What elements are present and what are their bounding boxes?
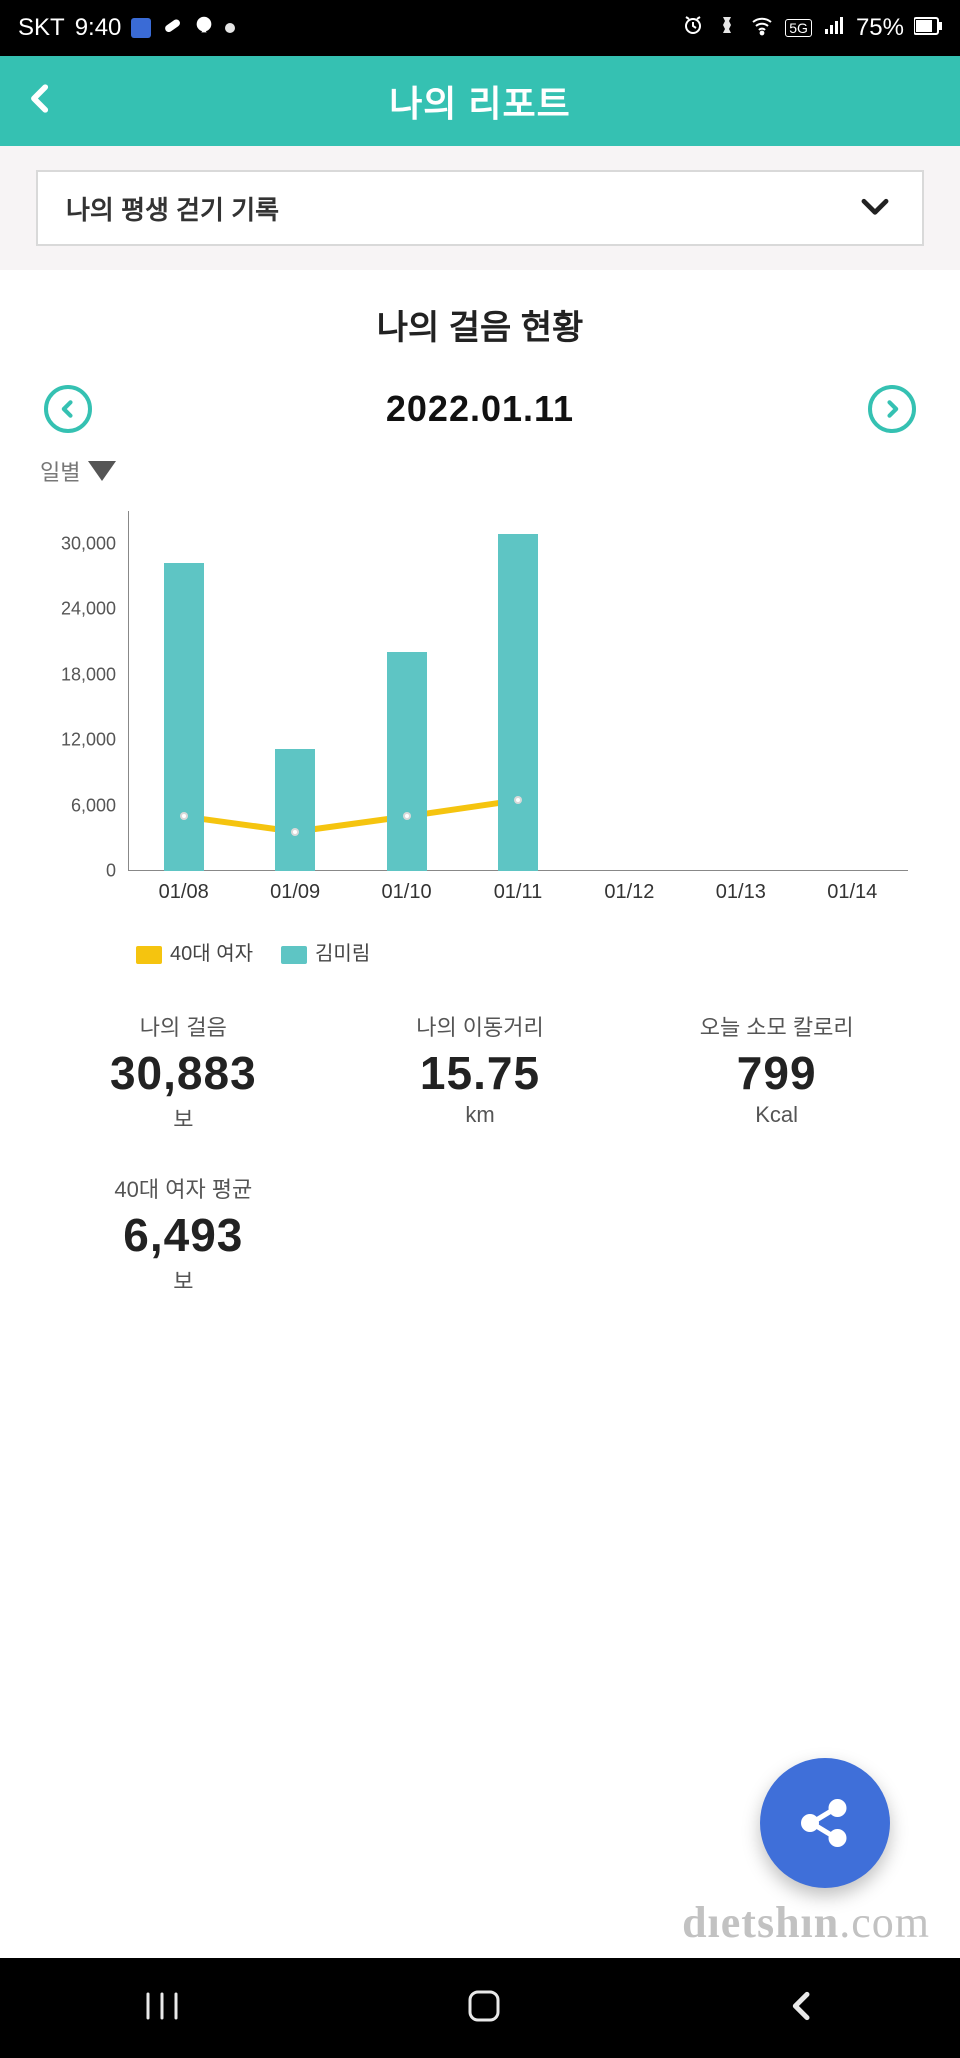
prev-date-button[interactable]: [44, 385, 92, 433]
legend-label: 40대 여자: [170, 943, 253, 965]
x-tick-label: 01/08: [128, 881, 239, 911]
stat-card: 오늘 소모 칼로리 799Kcal: [633, 1010, 920, 1134]
y-tick-label: 6,000: [71, 795, 116, 816]
stats-row-2: 40대 여자 평균 6,493보: [36, 1172, 924, 1296]
page-title: 나의 리포트: [389, 75, 571, 127]
stat-unit: km: [337, 1102, 624, 1128]
share-fab[interactable]: [760, 1758, 890, 1888]
y-tick-label: 0: [106, 861, 116, 882]
watermark: dıetshın.com: [682, 1897, 930, 1948]
alarm-icon: [681, 13, 705, 44]
chevron-down-icon: [856, 187, 894, 230]
app-header: 나의 리포트: [0, 56, 960, 146]
y-axis-labels: 06,00012,00018,00024,00030,000: [42, 511, 122, 871]
legend-swatch: [136, 946, 162, 964]
dropdown-strip: 나의 평생 걷기 기록: [0, 146, 960, 270]
stats-row-1: 나의 걸음 30,883보 나의 이동거리 15.75km 오늘 소모 칼로리 799Kc…: [36, 1010, 924, 1134]
stat-value: 799: [633, 1046, 920, 1100]
stat-value: 6,493: [40, 1208, 327, 1262]
x-tick-label: 01/12: [574, 881, 685, 911]
status-right: 5G 75%: [681, 13, 942, 44]
chart-line-point: [403, 812, 411, 820]
more-dot-icon: [225, 23, 235, 33]
stat-value: 15.75: [337, 1046, 624, 1100]
android-nav-bar: [0, 1958, 960, 2058]
android-status-bar: SKT 9:40 5G 75%: [0, 0, 960, 56]
stat-unit: 보: [40, 1102, 327, 1134]
home-button[interactable]: [462, 1984, 506, 2033]
legend-item: 40대 여자: [136, 937, 253, 966]
stat-card: 나의 이동거리 15.75km: [337, 1010, 624, 1134]
chart-line-point: [180, 812, 188, 820]
network-badge: 5G: [785, 19, 812, 38]
granularity-label: 일별: [40, 455, 80, 487]
x-tick-label: 01/10: [351, 881, 462, 911]
chart-bar: [275, 749, 315, 871]
stat-card: 40대 여자 평균 6,493보: [40, 1172, 327, 1296]
chart-plot-area: [128, 511, 908, 871]
next-date-button[interactable]: [868, 385, 916, 433]
legend-swatch: [281, 946, 307, 964]
x-tick-label: 01/11: [462, 881, 573, 911]
stat-title: 오늘 소모 칼로리: [633, 1010, 920, 1042]
watermark-brand: dıetshın: [682, 1898, 839, 1947]
granularity-dropdown[interactable]: 일별: [40, 455, 924, 487]
wifi-icon: [749, 13, 775, 44]
y-tick-label: 24,000: [61, 599, 116, 620]
chat-icon: [193, 14, 215, 43]
chart-bar: [498, 534, 538, 871]
stat-title: 나의 이동거리: [337, 1010, 624, 1042]
carrier-label: SKT: [18, 14, 65, 42]
chart-line-point: [514, 796, 522, 804]
clock-label: 9:40: [75, 14, 122, 42]
chart-line-point: [291, 828, 299, 836]
dropdown-label: 나의 평생 걷기 기록: [66, 190, 279, 227]
watermark-suffix: .com: [839, 1898, 930, 1947]
legend-label: 김미림: [315, 943, 370, 965]
back-button[interactable]: [24, 75, 58, 128]
pill-icon: [161, 14, 183, 43]
current-date: 2022.01.11: [386, 388, 574, 430]
stat-unit: 보: [40, 1264, 327, 1296]
date-navigator: 2022.01.11: [36, 385, 924, 433]
stat-card: 나의 걸음 30,883보: [40, 1010, 327, 1134]
stat-value: 30,883: [40, 1046, 327, 1100]
legend-item: 김미림: [281, 937, 370, 966]
signal-icon: [822, 13, 846, 44]
y-tick-label: 18,000: [61, 664, 116, 685]
chart-bar: [387, 652, 427, 871]
android-back-button[interactable]: [782, 1986, 822, 2031]
x-tick-label: 01/14: [797, 881, 908, 911]
chart-legend: 40대 여자 김미림: [36, 937, 924, 966]
stat-unit: Kcal: [633, 1102, 920, 1128]
steps-section: 나의 걸음 현황 2022.01.11 일별 0 6,000 12,000 18,00…: [0, 270, 960, 1296]
app-indicator-icon: [131, 18, 151, 38]
recents-button[interactable]: [138, 1986, 186, 2031]
stat-title: 40대 여자 평균: [40, 1172, 327, 1204]
steps-chart: 0 6,000 12,000 18,000 24,000 30,000 01/0801/0…: [42, 501, 918, 931]
stat-title: 나의 걸음: [40, 1010, 327, 1042]
section-title: 나의 걸음 현황: [36, 300, 924, 349]
battery-text: 75%: [856, 14, 904, 42]
y-tick-label: 30,000: [61, 533, 116, 554]
vibrate-icon: [715, 13, 739, 44]
x-tick-label: 01/09: [239, 881, 350, 911]
x-axis-labels: 01/0801/0901/1001/1101/1201/1301/14: [128, 881, 908, 911]
triangle-down-icon: [88, 461, 116, 481]
y-tick-label: 12,000: [61, 730, 116, 751]
battery-icon: [914, 14, 942, 42]
report-type-dropdown[interactable]: 나의 평생 걷기 기록: [36, 170, 924, 246]
chart-bar: [164, 563, 204, 871]
status-left: SKT 9:40: [18, 14, 235, 43]
x-tick-label: 01/13: [685, 881, 796, 911]
